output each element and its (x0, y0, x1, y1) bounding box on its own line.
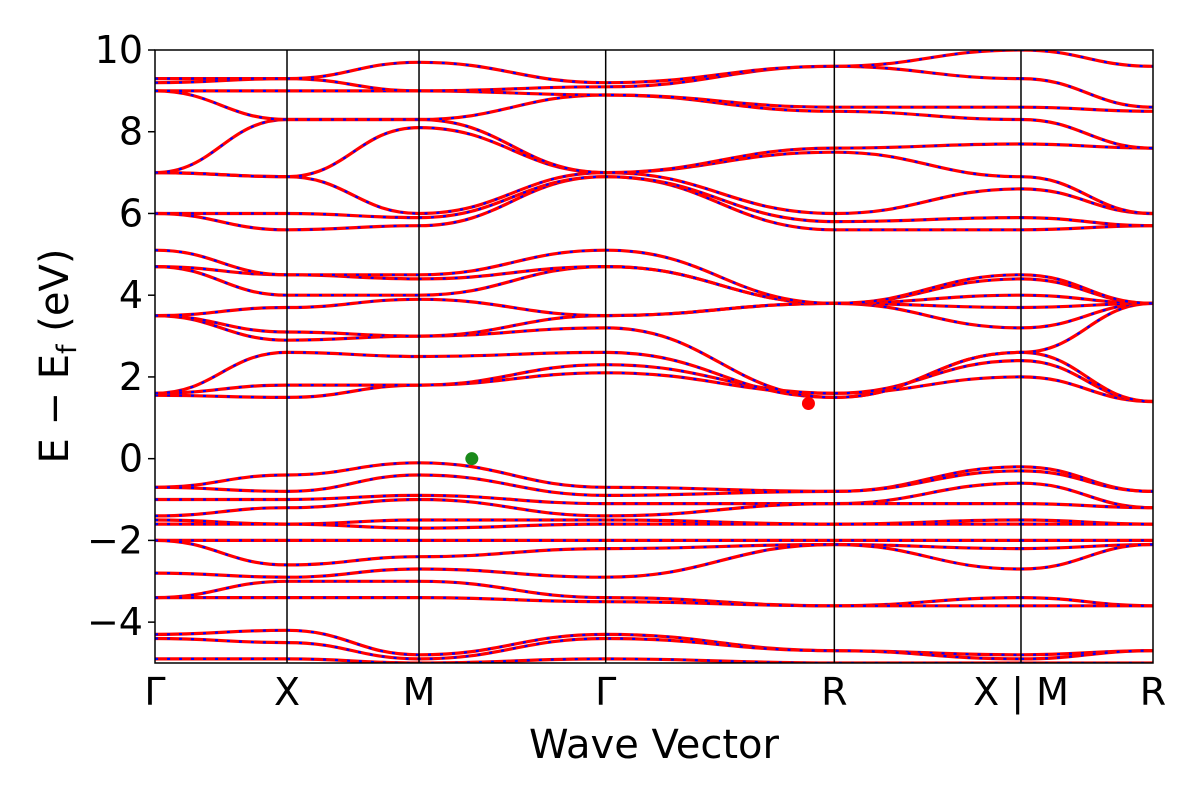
y-tick-label: −2 (87, 518, 143, 562)
band-16 (155, 89, 1153, 113)
band-8-dashed (155, 265, 1153, 305)
y-tick-label: 6 (119, 191, 143, 235)
x-axis-title: Wave Vector (529, 722, 780, 768)
band-11 (155, 175, 1153, 228)
band-26 (155, 538, 1153, 567)
x-axis: Γ X M Γ R X | M R (144, 670, 1166, 715)
band-22 (155, 497, 1153, 518)
band-17 (155, 64, 1153, 109)
band-6 (155, 297, 1153, 318)
x-tick-label: Γ (144, 670, 165, 714)
band-14-dashed (155, 118, 1153, 174)
conduction-band-minimum-marker (801, 396, 815, 410)
band-10-dashed (155, 175, 1153, 231)
x-tick-label: R (1140, 670, 1166, 714)
y-axis: −4 −2 0 2 4 6 8 10 (87, 28, 155, 644)
y-axis-title: E − Ef (eV) (32, 249, 83, 464)
band-14 (155, 117, 1153, 175)
band-15 (155, 89, 1153, 150)
y-tick-label: 4 (119, 273, 143, 317)
y-tick-label: 0 (119, 437, 143, 481)
y-axis-title-unit: (eV) (32, 249, 78, 345)
y-tick-label: 8 (119, 110, 143, 154)
y-axis-title-subscript: f (52, 343, 83, 354)
x-tick-label: Γ (595, 670, 616, 714)
y-tick-label: 2 (119, 355, 143, 399)
valence-band-maximum-marker (465, 452, 479, 466)
band-12-dashed (155, 171, 1153, 215)
band-7-dashed (155, 265, 1153, 305)
band-17-dashed (155, 65, 1153, 109)
band-4-dashed (155, 302, 1153, 399)
band-12 (155, 170, 1153, 216)
band-9 (155, 248, 1153, 306)
x-tick-label: M (403, 670, 436, 714)
x-tick-label: X (274, 670, 300, 714)
band-4 (155, 301, 1153, 400)
band-26-dashed (155, 539, 1153, 567)
band-10 (155, 175, 1153, 232)
kpoint-lines (286, 50, 1022, 663)
band-2 (155, 359, 1153, 404)
band-1 (155, 371, 1153, 404)
band-24 (155, 522, 1153, 530)
y-tick-label: 10 (95, 28, 143, 72)
band-8 (155, 264, 1153, 306)
x-tick-label: R (821, 670, 847, 714)
band-7 (155, 264, 1153, 306)
band-3-dashed (155, 351, 1153, 403)
markers-layer (465, 396, 815, 466)
y-tick-label: −4 (87, 600, 143, 644)
y-axis-title-main: E − E (32, 354, 78, 464)
x-tick-label: X | M (973, 670, 1069, 715)
band-27-dashed (155, 543, 1153, 579)
bands-layer (155, 50, 1153, 663)
plot-frame (154, 49, 1154, 664)
